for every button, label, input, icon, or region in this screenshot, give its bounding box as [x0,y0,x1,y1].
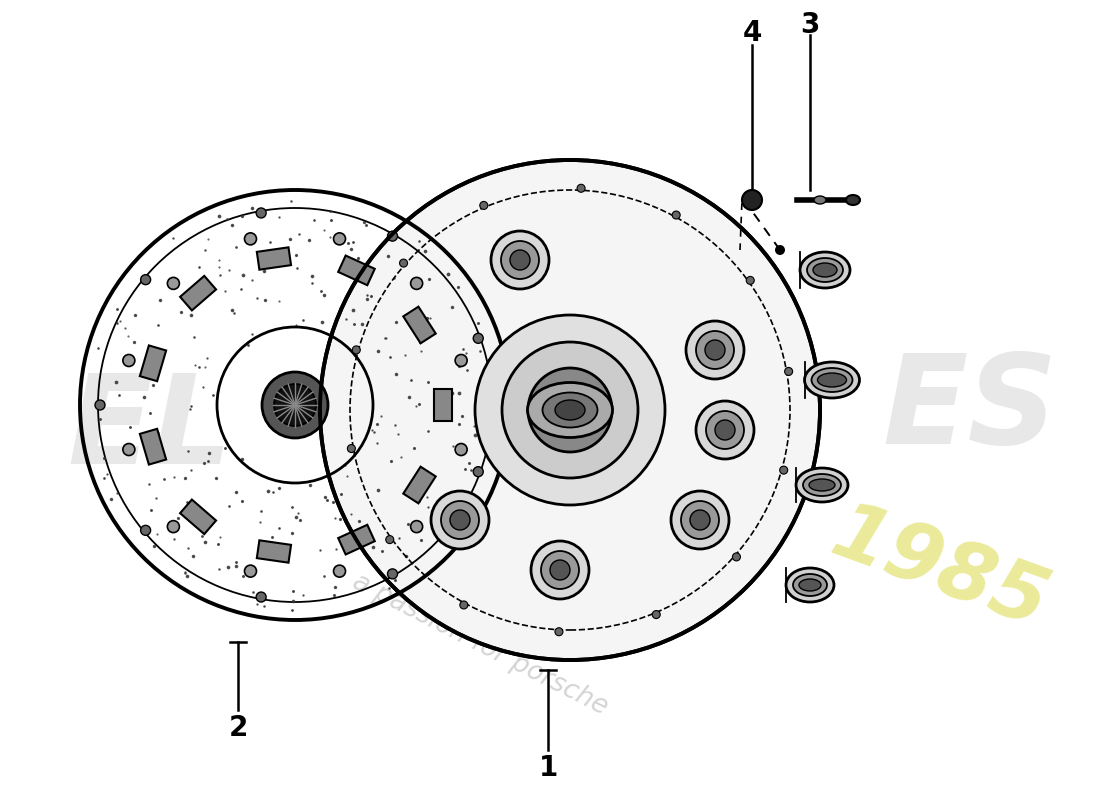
Ellipse shape [804,362,859,398]
Ellipse shape [681,501,719,539]
Circle shape [352,346,361,354]
Ellipse shape [800,252,850,288]
Text: 4: 4 [742,19,761,47]
Circle shape [475,315,666,505]
Ellipse shape [793,574,827,596]
Polygon shape [404,306,436,343]
Circle shape [554,628,563,636]
Ellipse shape [846,195,860,205]
Circle shape [386,535,394,543]
Text: 2: 2 [229,714,248,742]
Circle shape [455,443,468,455]
Circle shape [387,231,397,241]
Ellipse shape [799,579,821,591]
Polygon shape [434,389,452,421]
Text: 1985: 1985 [822,495,1058,645]
Ellipse shape [431,491,490,549]
Circle shape [473,334,483,343]
Ellipse shape [491,231,549,289]
Circle shape [322,162,818,658]
Ellipse shape [550,560,570,580]
Circle shape [256,208,266,218]
Circle shape [95,400,104,410]
Circle shape [123,443,135,455]
Circle shape [167,521,179,533]
Polygon shape [338,525,375,554]
Polygon shape [338,255,375,286]
Polygon shape [180,499,216,534]
Circle shape [742,190,762,210]
Text: ES: ES [882,350,1058,470]
Text: a passion for porsche: a passion for porsche [348,569,612,721]
Ellipse shape [262,372,328,438]
Text: EL: EL [67,370,232,490]
Ellipse shape [686,321,744,379]
Ellipse shape [706,411,744,449]
Circle shape [123,354,135,366]
Ellipse shape [441,501,478,539]
Ellipse shape [796,468,848,502]
Circle shape [746,277,755,285]
Circle shape [578,184,585,192]
Circle shape [256,592,266,602]
Circle shape [141,274,151,285]
Circle shape [780,466,788,474]
Circle shape [473,466,483,477]
Circle shape [480,202,487,210]
Ellipse shape [803,474,842,496]
Ellipse shape [705,340,725,360]
Ellipse shape [817,373,847,387]
Ellipse shape [813,263,837,277]
Circle shape [652,610,660,618]
Text: ....: .... [475,377,645,483]
Ellipse shape [542,393,597,427]
Circle shape [784,367,793,375]
Ellipse shape [450,510,470,530]
Circle shape [244,233,256,245]
Text: 1: 1 [538,754,558,782]
Ellipse shape [671,491,729,549]
Ellipse shape [814,196,826,204]
Polygon shape [140,346,166,381]
Circle shape [502,342,638,478]
Polygon shape [404,466,436,503]
Circle shape [167,278,179,290]
Circle shape [733,553,740,561]
Polygon shape [140,429,166,465]
Circle shape [550,390,590,430]
Ellipse shape [696,331,734,369]
Polygon shape [256,247,292,270]
Circle shape [387,569,397,579]
Ellipse shape [500,241,539,279]
Ellipse shape [274,384,316,426]
Ellipse shape [541,551,579,589]
Circle shape [141,526,151,535]
Circle shape [410,521,422,533]
Circle shape [348,445,355,453]
Ellipse shape [556,400,585,420]
Ellipse shape [510,250,530,270]
Ellipse shape [690,510,710,530]
Circle shape [410,278,422,290]
Circle shape [333,565,345,577]
Ellipse shape [715,420,735,440]
Circle shape [399,259,407,267]
Ellipse shape [808,479,835,491]
Text: 3: 3 [801,11,820,39]
Ellipse shape [786,568,834,602]
Circle shape [244,565,256,577]
Circle shape [460,601,467,609]
Circle shape [528,368,612,452]
Polygon shape [256,540,292,562]
Ellipse shape [812,368,852,392]
Ellipse shape [807,258,843,282]
Circle shape [776,245,785,255]
Polygon shape [180,276,216,310]
Ellipse shape [531,541,588,599]
Circle shape [455,354,468,366]
Ellipse shape [528,382,613,438]
Circle shape [672,211,680,219]
Ellipse shape [696,401,754,459]
Circle shape [333,233,345,245]
